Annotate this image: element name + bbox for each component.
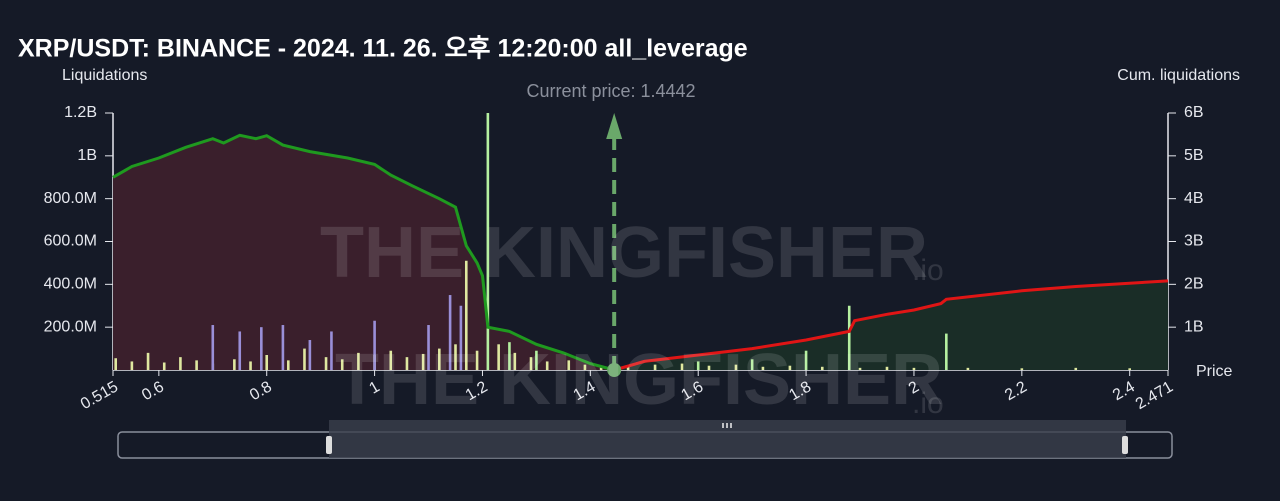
bar bbox=[421, 353, 425, 370]
bar bbox=[847, 305, 851, 370]
bar bbox=[114, 358, 117, 370]
bar bbox=[1128, 368, 1132, 370]
bar bbox=[238, 331, 242, 370]
bar bbox=[966, 367, 970, 370]
bar bbox=[945, 333, 948, 370]
bar bbox=[265, 355, 269, 370]
bar bbox=[464, 260, 468, 370]
current-price-arrow bbox=[606, 113, 623, 139]
y-tick-label: 400.0M bbox=[44, 276, 97, 293]
bar bbox=[545, 361, 549, 370]
y2-tick-label: 3B bbox=[1184, 233, 1204, 250]
bar bbox=[529, 357, 533, 370]
bar bbox=[475, 350, 479, 370]
bar bbox=[885, 366, 889, 370]
slider-grip[interactable] bbox=[722, 423, 732, 428]
y-tick-label: 600.0M bbox=[44, 233, 97, 250]
current-price-dot bbox=[607, 363, 622, 377]
bar bbox=[535, 350, 538, 370]
y-tick-label: 1.2B bbox=[64, 104, 97, 121]
cum-line bbox=[112, 133, 615, 372]
y2-tick-label: 5B bbox=[1184, 147, 1204, 164]
slider-handle[interactable] bbox=[1122, 436, 1128, 454]
bar bbox=[1020, 368, 1024, 370]
watermark: THE KINGFISHER bbox=[335, 340, 943, 420]
bar bbox=[653, 364, 657, 370]
watermark: THE KINGFISHER bbox=[320, 213, 928, 293]
y-axis-title: Liquidations bbox=[62, 67, 147, 84]
bar bbox=[567, 360, 571, 370]
cum-line bbox=[613, 279, 1169, 372]
bar bbox=[324, 357, 328, 370]
bar bbox=[405, 357, 409, 370]
bar bbox=[448, 295, 452, 370]
bar bbox=[389, 350, 393, 370]
bar bbox=[486, 113, 490, 370]
cum-area bbox=[614, 280, 1168, 370]
bar bbox=[804, 350, 808, 370]
bar bbox=[707, 365, 711, 370]
bar bbox=[438, 348, 441, 370]
bar bbox=[281, 325, 285, 370]
bar bbox=[912, 367, 916, 370]
bar bbox=[696, 361, 700, 370]
bar bbox=[497, 344, 500, 370]
watermark-suffix: .io bbox=[912, 387, 944, 420]
bar bbox=[303, 348, 306, 370]
bar bbox=[195, 360, 198, 370]
bar bbox=[249, 361, 252, 370]
chart-title: XRP/USDT: BINANCE - 2024. 11. 26. 오후 12:… bbox=[18, 35, 748, 63]
bar bbox=[427, 325, 430, 370]
y2-axis-title: Cum. liquidations bbox=[1117, 67, 1240, 84]
watermark-suffix: .io bbox=[912, 254, 944, 287]
bar bbox=[130, 361, 134, 370]
bar bbox=[179, 357, 182, 370]
bar bbox=[260, 327, 263, 370]
bar bbox=[820, 366, 824, 370]
bar bbox=[454, 344, 457, 370]
bar bbox=[513, 352, 517, 370]
y2-tick-label: 1B bbox=[1184, 318, 1204, 335]
y2-tick-label: 2B bbox=[1184, 276, 1204, 293]
bar bbox=[340, 359, 344, 370]
bar bbox=[680, 363, 684, 370]
bar bbox=[583, 364, 587, 370]
slider-handle[interactable] bbox=[326, 436, 332, 454]
bar bbox=[373, 320, 376, 370]
bar bbox=[761, 366, 765, 370]
bar bbox=[1074, 367, 1078, 370]
y-tick-label: 1B bbox=[77, 147, 97, 164]
cum-area bbox=[113, 135, 615, 370]
bar bbox=[788, 365, 792, 370]
bar bbox=[459, 305, 463, 370]
y-tick-label: 200.0M bbox=[44, 318, 97, 335]
bar bbox=[330, 331, 333, 370]
bar bbox=[734, 364, 738, 370]
annotation: Current price: 1.4442 bbox=[526, 81, 695, 101]
bar bbox=[308, 340, 312, 370]
bar bbox=[146, 352, 150, 370]
y-tick-label: 800.0M bbox=[44, 190, 97, 207]
bar bbox=[508, 342, 511, 370]
bar bbox=[211, 325, 215, 370]
y2-tick-label: 4B bbox=[1184, 190, 1204, 207]
bar bbox=[858, 367, 862, 370]
bar bbox=[357, 352, 360, 370]
range-slider[interactable] bbox=[117, 420, 1173, 459]
bar bbox=[162, 362, 166, 370]
bar bbox=[626, 366, 630, 370]
bar bbox=[233, 359, 236, 370]
bar bbox=[286, 360, 290, 370]
bar bbox=[750, 359, 754, 370]
y2-tick-label: 6B bbox=[1184, 104, 1204, 121]
x-axis-title: Price bbox=[1196, 363, 1233, 380]
